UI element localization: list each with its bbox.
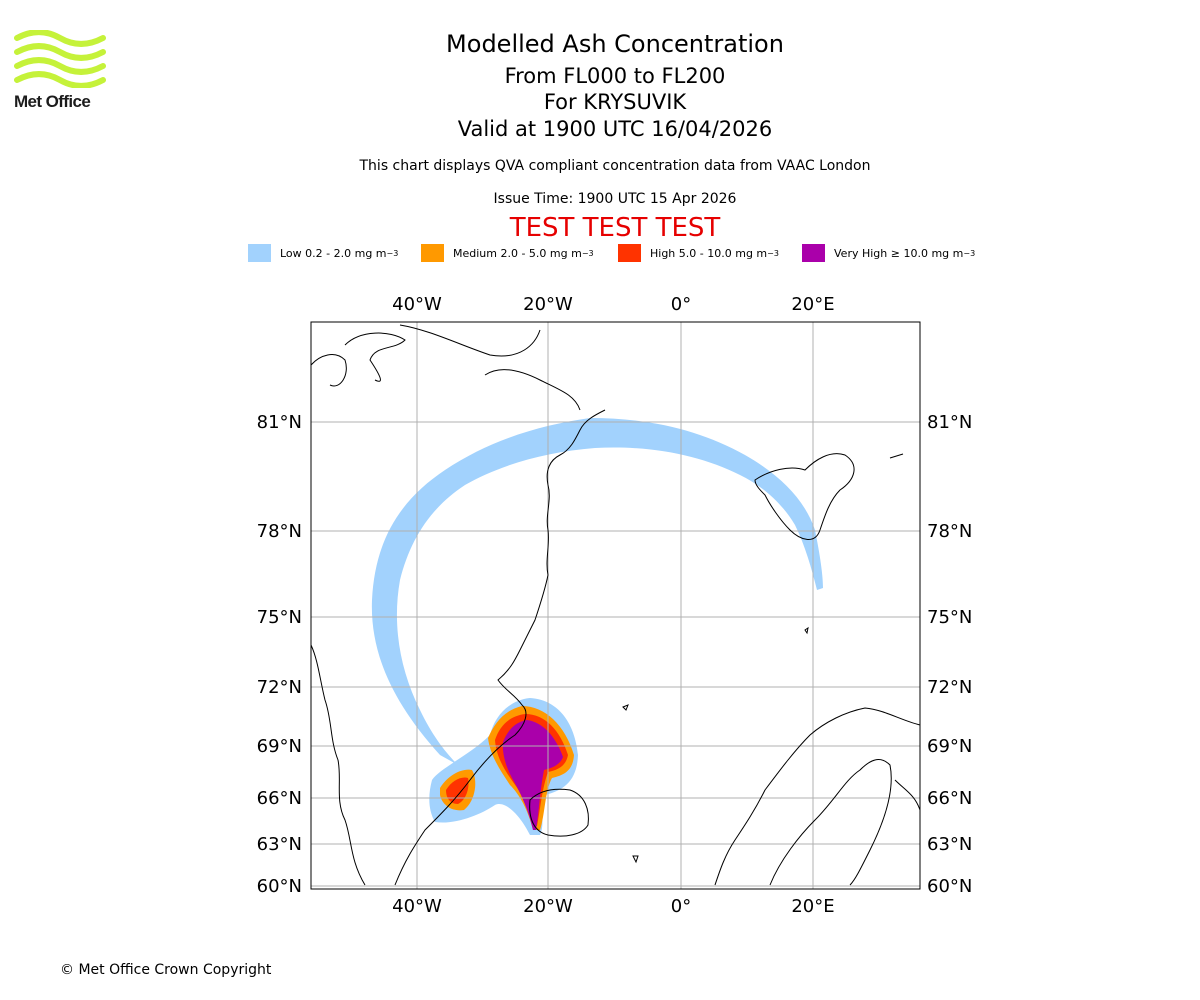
ash-plume-high-west <box>446 777 469 804</box>
longitude-labels-top: 40°W 20°W 0° 20°E <box>392 294 834 315</box>
lon-label-bottom: 20°W <box>523 896 573 917</box>
lat-label-right: 66°N <box>927 788 972 809</box>
issue-time: Issue Time: 1900 UTC 15 Apr 2026 <box>493 191 737 207</box>
legend-unit-exp-low: −3 <box>386 248 399 258</box>
valid-time-subtitle: Valid at 1900 UTC 16/04/2026 <box>457 117 773 141</box>
lat-label-left: 63°N <box>257 834 302 855</box>
scandinavia-coast <box>714 707 920 886</box>
lat-label-right: 75°N <box>927 607 972 628</box>
lon-label-bottom: 0° <box>671 896 691 917</box>
iceland-coast <box>529 788 589 837</box>
latitude-labels-right: 81°N 78°N 75°N 72°N 69°N 66°N 63°N 60°N <box>927 412 972 897</box>
volcano-subtitle: For KRYSUVIK <box>543 90 687 114</box>
lat-label-right: 81°N <box>927 412 972 433</box>
lon-label-bottom: 40°W <box>392 896 442 917</box>
legend-item-very-high: Very High ≥ 10.0 mg m −3 <box>802 244 975 262</box>
copyright-notice: © Met Office Crown Copyright <box>60 962 272 978</box>
legend-swatch-medium <box>421 244 444 262</box>
legend-unit-exp-medium: −3 <box>581 248 594 258</box>
ash-map: 40°W 20°W 0° 20°E 40°W 20°W 0° 20°E 81°N… <box>257 294 973 917</box>
lat-label-right: 69°N <box>927 736 972 757</box>
lon-label-top: 40°W <box>392 294 442 315</box>
chart-title: Modelled Ash Concentration <box>446 30 784 58</box>
lon-label-bottom: 20°E <box>791 896 834 917</box>
legend-item-low: Low 0.2 - 2.0 mg m −3 <box>248 244 398 262</box>
legend-item-medium: Medium 2.0 - 5.0 mg m −3 <box>421 244 594 262</box>
lat-label-left: 72°N <box>257 677 302 698</box>
lon-label-top: 0° <box>671 294 691 315</box>
legend-label-medium: Medium 2.0 - 5.0 mg m <box>453 246 582 260</box>
legend-label-high: High 5.0 - 10.0 mg m <box>650 246 768 260</box>
legend-label-very-high: Very High ≥ 10.0 mg m <box>834 246 964 260</box>
legend-swatch-very-high <box>802 244 825 262</box>
concentration-legend: Low 0.2 - 2.0 mg m −3 Medium 2.0 - 5.0 m… <box>0 244 1200 266</box>
chart-description: This chart displays QVA compliant concen… <box>359 158 871 174</box>
lat-label-right: 60°N <box>927 876 972 897</box>
latitude-labels-left: 81°N 78°N 75°N 72°N 69°N 66°N 63°N 60°N <box>257 412 302 897</box>
longitude-labels-bottom: 40°W 20°W 0° 20°E <box>392 896 834 917</box>
legend-swatch-low <box>248 244 271 262</box>
lat-label-right: 72°N <box>927 677 972 698</box>
legend-unit-exp-very-high: −3 <box>963 248 976 258</box>
met-office-waves-icon <box>14 29 106 89</box>
lat-label-right: 78°N <box>927 521 972 542</box>
test-banner: TEST TEST TEST <box>509 213 721 243</box>
met-office-logo: Met Office <box>14 29 110 112</box>
lat-label-left: 69°N <box>257 736 302 757</box>
legend-item-high: High 5.0 - 10.0 mg m −3 <box>618 244 779 262</box>
lat-label-left: 60°N <box>257 876 302 897</box>
coastlines <box>311 324 920 886</box>
lat-label-left: 75°N <box>257 607 302 628</box>
lon-label-top: 20°W <box>523 294 573 315</box>
map-frame <box>310 321 921 890</box>
lat-label-left: 81°N <box>257 412 302 433</box>
lat-label-left: 78°N <box>257 521 302 542</box>
legend-label-low: Low 0.2 - 2.0 mg m <box>280 246 387 260</box>
graticule <box>311 322 920 889</box>
legend-swatch-high <box>618 244 641 262</box>
ash-plume-low <box>371 418 823 765</box>
flight-level-subtitle: From FL000 to FL200 <box>504 64 726 88</box>
lat-label-left: 66°N <box>257 788 302 809</box>
svalbard-coast <box>754 453 855 540</box>
logo-text: Met Office <box>14 92 91 111</box>
lat-label-right: 63°N <box>927 834 972 855</box>
legend-unit-exp-high: −3 <box>767 248 779 258</box>
lon-label-top: 20°E <box>791 294 834 315</box>
